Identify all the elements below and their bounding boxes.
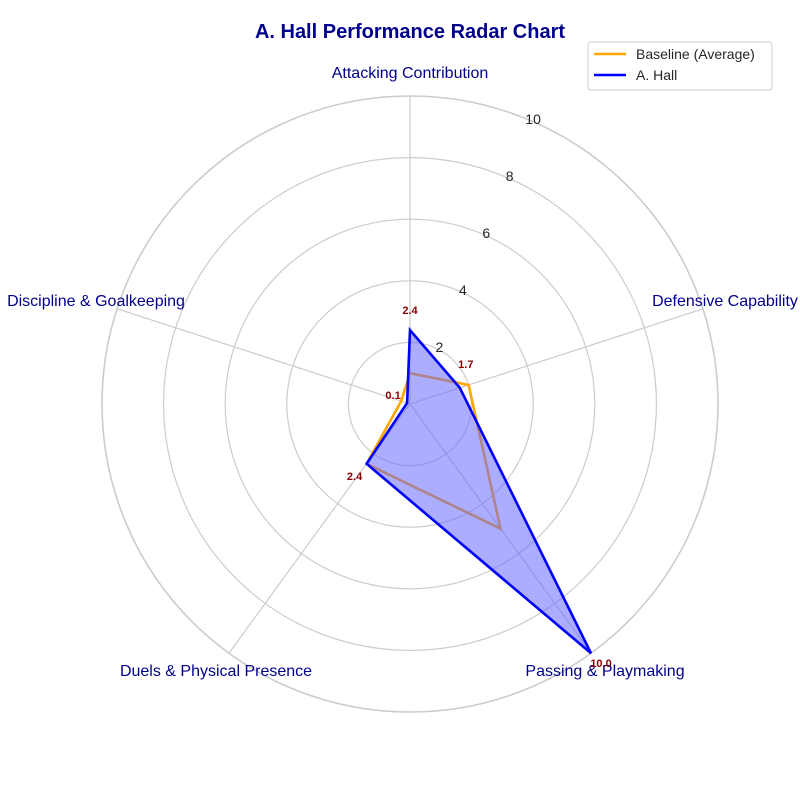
category-label: Discipline & Goalkeeping — [7, 293, 185, 310]
legend-entry: Baseline (Average) — [636, 46, 755, 62]
radial-tick-label: 4 — [459, 282, 467, 298]
series-layer — [364, 326, 593, 655]
series-fill-1 — [366, 330, 591, 654]
value-label: 0.1 — [385, 390, 400, 402]
radial-tick-label: 2 — [436, 339, 444, 355]
grid-layer: 2 4 6 8 10 — [101, 95, 719, 713]
value-label: 2.4 — [347, 471, 363, 483]
value-label: 1.7 — [458, 359, 473, 371]
legend-box — [587, 41, 773, 91]
category-label: Passing & Playmaking — [525, 663, 684, 680]
labels-layer: Attacking Contribution Defensive Capabili… — [7, 65, 798, 680]
category-label: Defensive Capability — [652, 293, 798, 310]
value-label: 10.0 — [590, 658, 611, 670]
value-label: 2.4 — [402, 305, 418, 317]
legend-entry: A. Hall — [636, 67, 677, 83]
radial-tick-label: 10 — [525, 111, 541, 127]
legend: Baseline (Average) A. Hall — [587, 41, 773, 91]
radial-tick-label: 8 — [506, 168, 514, 184]
spoke-4 — [116, 308, 411, 405]
radial-tick-label: 6 — [482, 225, 490, 241]
category-label: Duels & Physical Presence — [120, 663, 312, 680]
chart-title: A. Hall Performance Radar Chart — [255, 21, 565, 43]
series-line-1 — [364, 326, 593, 655]
category-label: Attacking Contribution — [332, 65, 489, 82]
